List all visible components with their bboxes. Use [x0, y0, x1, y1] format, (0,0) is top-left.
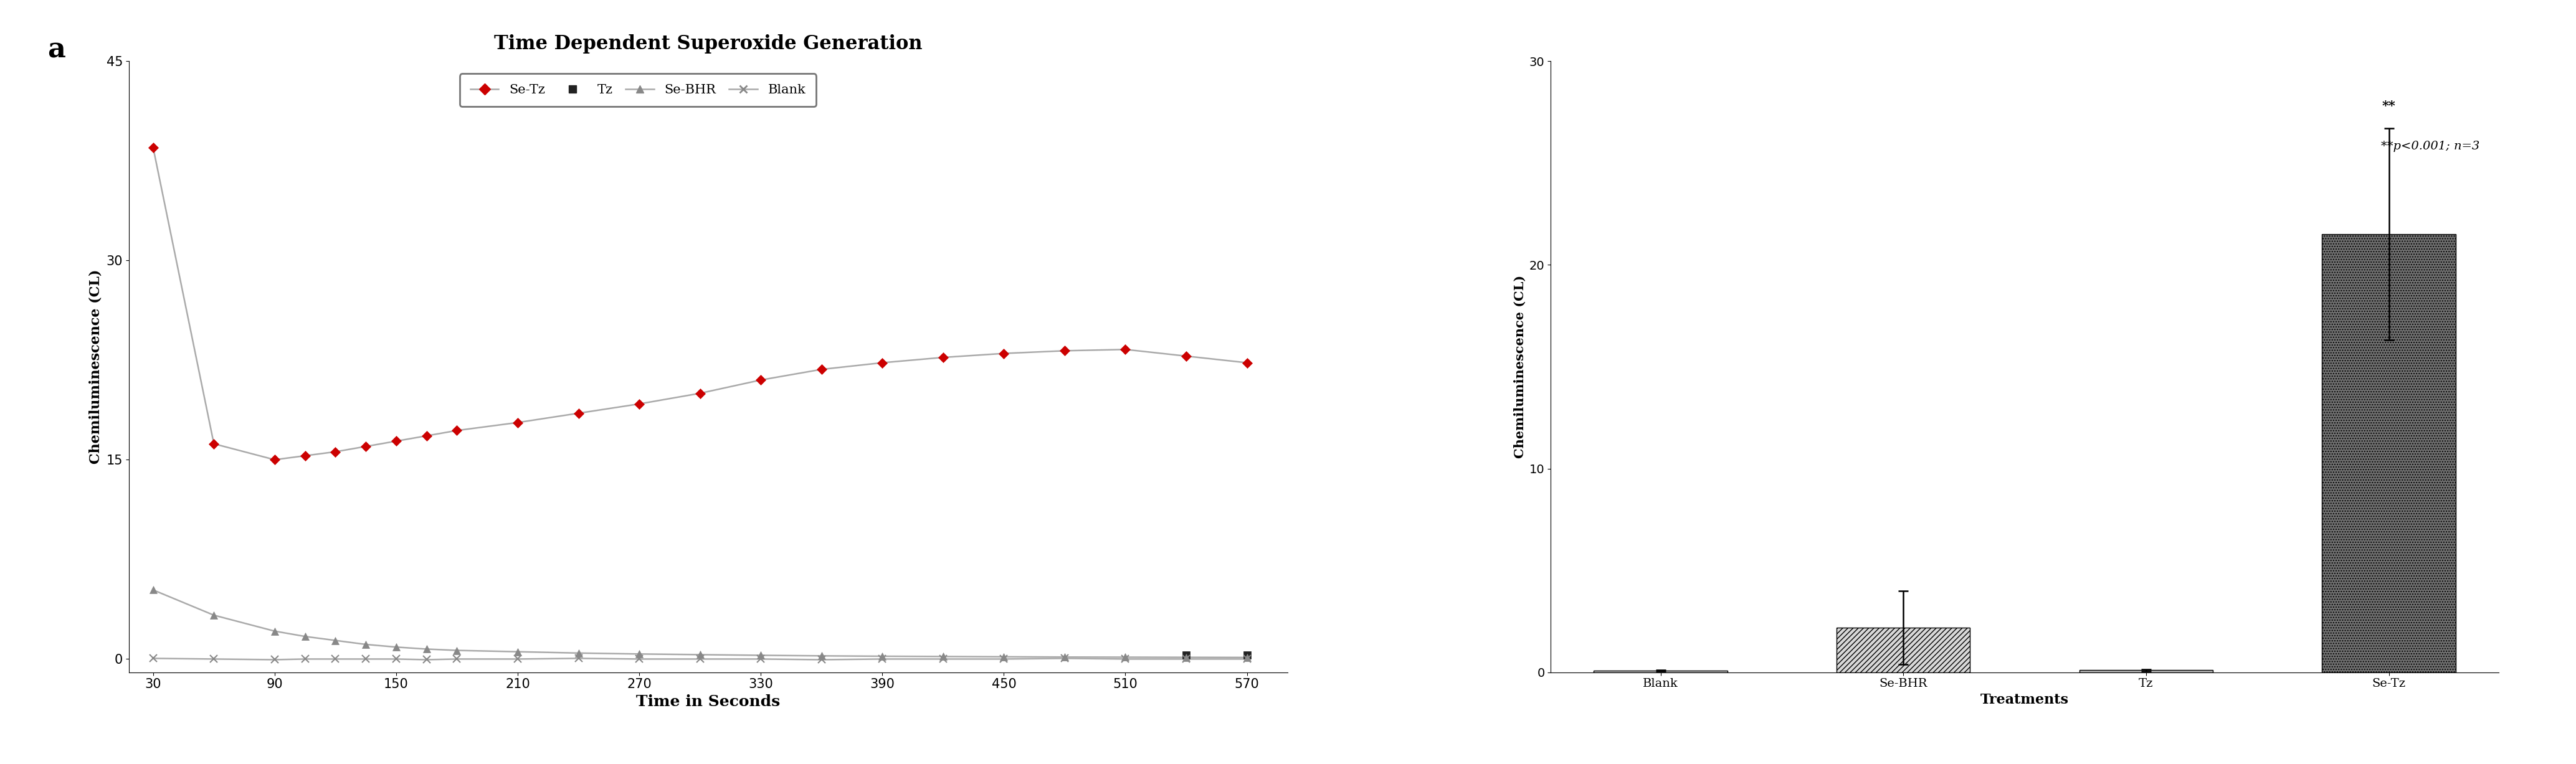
- Text: a: a: [49, 37, 64, 63]
- Text: **: **: [2383, 99, 2396, 112]
- Y-axis label: Chemiluminescence (CL): Chemiluminescence (CL): [90, 270, 103, 464]
- Title: Time Dependent Superoxide Generation: Time Dependent Superoxide Generation: [495, 34, 922, 53]
- Bar: [1595, 671, 1728, 672]
- X-axis label: Time in Seconds: Time in Seconds: [636, 694, 781, 709]
- Bar: [2321, 235, 2455, 672]
- X-axis label: Treatments: Treatments: [1981, 693, 2069, 707]
- Bar: [2079, 670, 2213, 672]
- Y-axis label: Chemiluminescence (CL): Chemiluminescence (CL): [1515, 275, 1525, 458]
- Legend: Se-Tz, Tz, Se-BHR, Blank: Se-Tz, Tz, Se-BHR, Blank: [459, 73, 817, 106]
- Text: **p<0.001; n=3: **p<0.001; n=3: [2380, 141, 2481, 152]
- Bar: [1837, 627, 1971, 672]
